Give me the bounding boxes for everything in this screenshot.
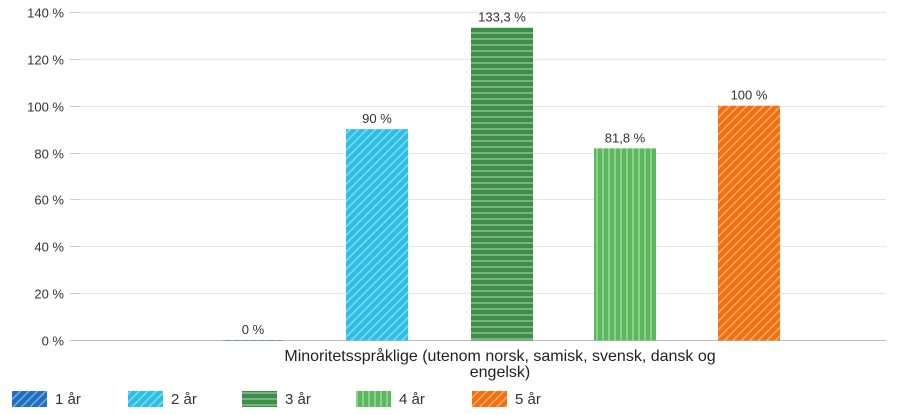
bar-data-label: 0 % (242, 322, 265, 337)
legend-swatch (242, 391, 277, 407)
bars (222, 27, 780, 341)
y-tick-label: 100 % (27, 100, 64, 115)
bar[interactable] (594, 148, 656, 341)
legend-item[interactable]: 3 år (242, 391, 311, 408)
bar-data-label: 90 % (362, 111, 392, 126)
y-tick-label: 120 % (27, 53, 64, 68)
legend-item[interactable]: 5 år (472, 391, 541, 408)
legend: 1 år 2 år 3 år 4 år 5 år (12, 391, 541, 408)
y-tick-label: 60 % (34, 193, 64, 208)
legend-swatch (12, 391, 47, 407)
bar[interactable] (346, 129, 408, 341)
legend-label: 3 år (285, 391, 311, 408)
bar-data-label: 133,3 % (478, 10, 526, 25)
bar[interactable] (471, 27, 533, 341)
bar[interactable] (718, 105, 780, 341)
y-tick-label: 140 % (27, 6, 64, 21)
bar-data-label: 100 % (731, 88, 768, 103)
y-tick-label: 0 % (42, 334, 65, 349)
legend-label: 5 år (515, 391, 541, 408)
legend-item[interactable]: 1 år (12, 391, 81, 408)
legend-swatch (128, 391, 163, 407)
legend-label: 1 år (55, 391, 81, 408)
legend-label: 4 år (399, 391, 425, 408)
y-tick-label: 80 % (34, 147, 64, 162)
y-tick-label: 20 % (34, 287, 64, 302)
x-category-label: Minoritetsspråklige (utenom norsk, samis… (284, 347, 715, 365)
legend-item[interactable]: 2 år (128, 391, 197, 408)
x-axis-category: Minoritetsspråklige (utenom norsk, samis… (284, 347, 715, 381)
y-tick-label: 40 % (34, 240, 64, 255)
bar[interactable] (222, 340, 284, 341)
data-labels: 0 % 90 % 133,3 % 81,8 % 100 % (242, 10, 768, 337)
legend-label: 2 år (171, 391, 197, 408)
bar-data-label: 81,8 % (605, 130, 646, 145)
x-category-label: engelsk) (470, 364, 530, 381)
legend-item[interactable]: 4 år (356, 391, 425, 408)
legend-swatch (356, 391, 391, 407)
legend-swatch (472, 391, 507, 407)
